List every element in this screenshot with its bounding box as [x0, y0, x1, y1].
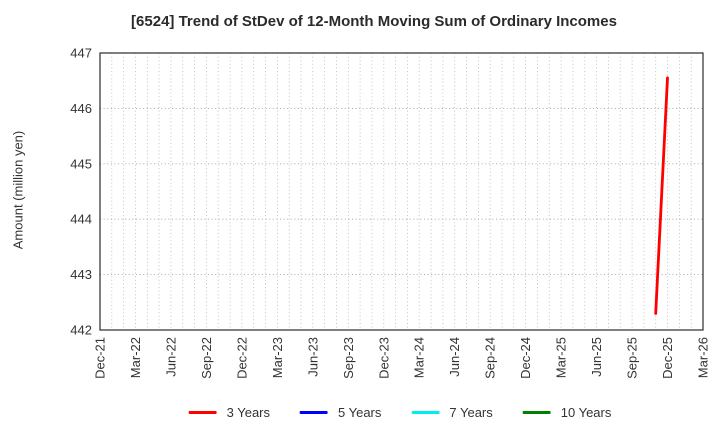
plot-frame	[99, 52, 704, 331]
legend-label-10-years: 10 Years	[560, 405, 612, 420]
legend-swatch-3-years	[188, 411, 217, 414]
legend-label-7-years: 7 Years	[449, 405, 493, 420]
y-tick-label: 447	[70, 46, 92, 61]
chart-legend: 3 Years 5 Years 7 Years 10 Years	[188, 405, 612, 420]
legend-item-3-years: 3 Years	[188, 405, 271, 420]
y-tick-label: 444	[70, 212, 92, 227]
legend-swatch-5-years	[300, 411, 329, 414]
x-tick-label: Dec-25	[660, 337, 675, 379]
x-tick-label: Mar-25	[554, 337, 569, 378]
y-tick-label: 446	[70, 101, 92, 116]
legend-item-7-years: 7 Years	[411, 405, 493, 420]
legend-item-5-years: 5 Years	[300, 405, 381, 420]
x-tick-label: Sep-24	[483, 337, 498, 379]
chart-title: [6524] Trend of StDev of 12-Month Moving…	[131, 13, 617, 30]
x-tick-label: Dec-24	[518, 337, 533, 379]
x-tick-label: Sep-22	[199, 337, 214, 379]
x-tick-label: Mar-22	[128, 337, 143, 378]
legend-item-10-years: 10 Years	[522, 405, 612, 420]
y-tick-label: 442	[70, 323, 92, 338]
x-tick-label: Sep-25	[625, 337, 640, 379]
legend-swatch-10-years	[522, 411, 551, 414]
series-line-3-years	[654, 76, 669, 315]
legend-label-3-years: 3 Years	[226, 405, 271, 420]
y-tick-label: 443	[70, 267, 92, 282]
y-tick-label: 445	[70, 156, 92, 171]
legend-label-5-years: 5 Years	[338, 405, 382, 420]
x-tick-label: Dec-23	[376, 337, 391, 379]
x-tick-label: Mar-24	[412, 337, 427, 378]
x-tick-label: Jun-25	[589, 337, 604, 377]
x-tick-label: Jun-24	[447, 337, 462, 377]
x-tick-label: Jun-22	[163, 337, 178, 377]
x-tick-label: Mar-26	[696, 337, 711, 378]
x-tick-label: Jun-23	[305, 337, 320, 377]
x-tick-label: Mar-23	[270, 337, 285, 378]
legend-swatch-7-years	[411, 411, 440, 414]
x-tick-label: Dec-21	[93, 337, 108, 379]
x-tick-label: Sep-23	[341, 337, 356, 379]
x-tick-label: Dec-22	[234, 337, 249, 379]
